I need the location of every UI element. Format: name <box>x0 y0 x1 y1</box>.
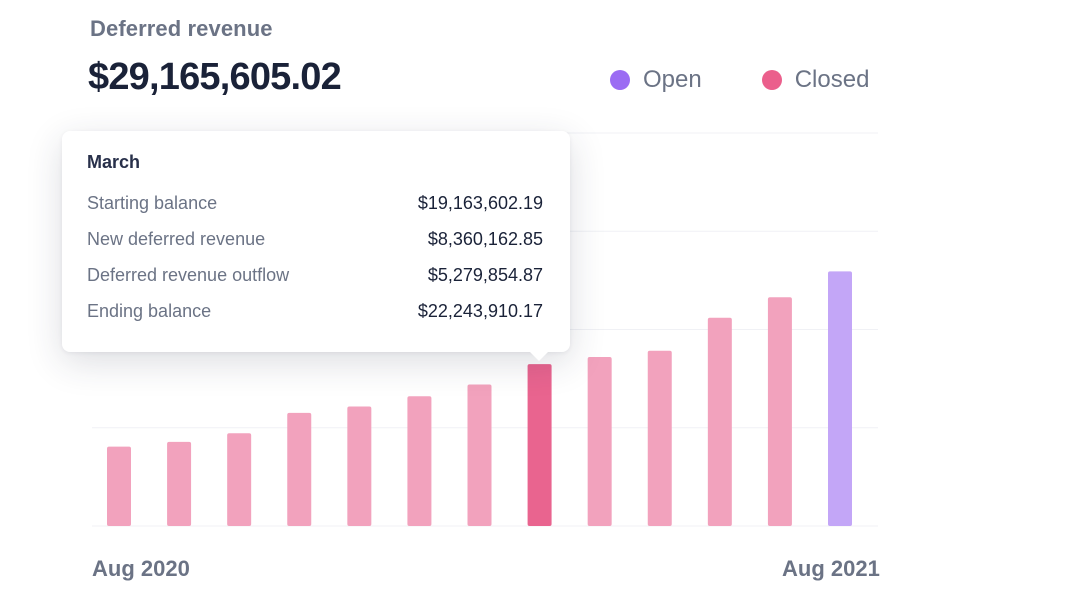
legend: Open Closed <box>610 66 929 94</box>
legend-dot-open <box>610 70 630 90</box>
chart-title: Deferred revenue <box>90 16 273 41</box>
tooltip-arrow <box>528 350 550 361</box>
bar-apr-8[interactable] <box>587 357 612 526</box>
legend-item-closed[interactable]: Closed <box>761 66 870 94</box>
bar-mar-7[interactable] <box>527 364 552 526</box>
bar-aug-0[interactable] <box>107 446 131 526</box>
x-axis-end-label: Aug 2021 <box>782 556 880 581</box>
bar-oct-2[interactable] <box>227 433 252 526</box>
legend-label-closed: Closed <box>794 66 870 93</box>
bar-jul-11[interactable] <box>767 297 792 526</box>
legend-item-open[interactable]: Open <box>610 66 702 94</box>
tooltip-row: New deferred revenue $8,360,162.85 <box>87 221 543 257</box>
tooltip-row-value: $19,163,602.19 <box>417 192 543 213</box>
tooltip-row-value: $22,243,910.17 <box>417 300 543 321</box>
tooltip-row-label: Ending balance <box>87 300 212 321</box>
bar-nov-3[interactable] <box>287 412 312 526</box>
tooltip-title: March <box>87 152 141 172</box>
bar-feb-6[interactable] <box>467 384 492 526</box>
tooltip-row-label: New deferred revenue <box>87 228 266 249</box>
tooltip-row-value: $8,360,162.85 <box>427 228 543 249</box>
tooltip-row: Starting balance $19,163,602.19 <box>87 185 543 221</box>
tooltip-row: Ending balance $22,243,910.17 <box>87 293 543 329</box>
total-amount: $29,165,605.02 <box>88 56 342 98</box>
bar-sep-1[interactable] <box>167 441 192 526</box>
tooltip-row-value: $5,279,854.87 <box>427 264 543 285</box>
bar-dec-4[interactable] <box>347 406 372 526</box>
bar-jan-5[interactable] <box>407 396 432 526</box>
bar-jun-10[interactable] <box>707 317 732 526</box>
bar-aug-12[interactable] <box>828 271 852 526</box>
x-axis-start-label: Aug 2020 <box>92 556 190 581</box>
legend-label-open: Open <box>643 66 702 93</box>
legend-dot-closed <box>761 70 782 90</box>
tooltip-row-label: Starting balance <box>87 192 218 213</box>
tooltip-row: Deferred revenue outflow $5,279,854.87 <box>87 257 543 293</box>
tooltip-row-label: Deferred revenue outflow <box>87 264 290 285</box>
bar-may-9[interactable] <box>647 350 672 526</box>
tooltip: March Starting balance $19,163,602.19 Ne… <box>62 131 570 352</box>
